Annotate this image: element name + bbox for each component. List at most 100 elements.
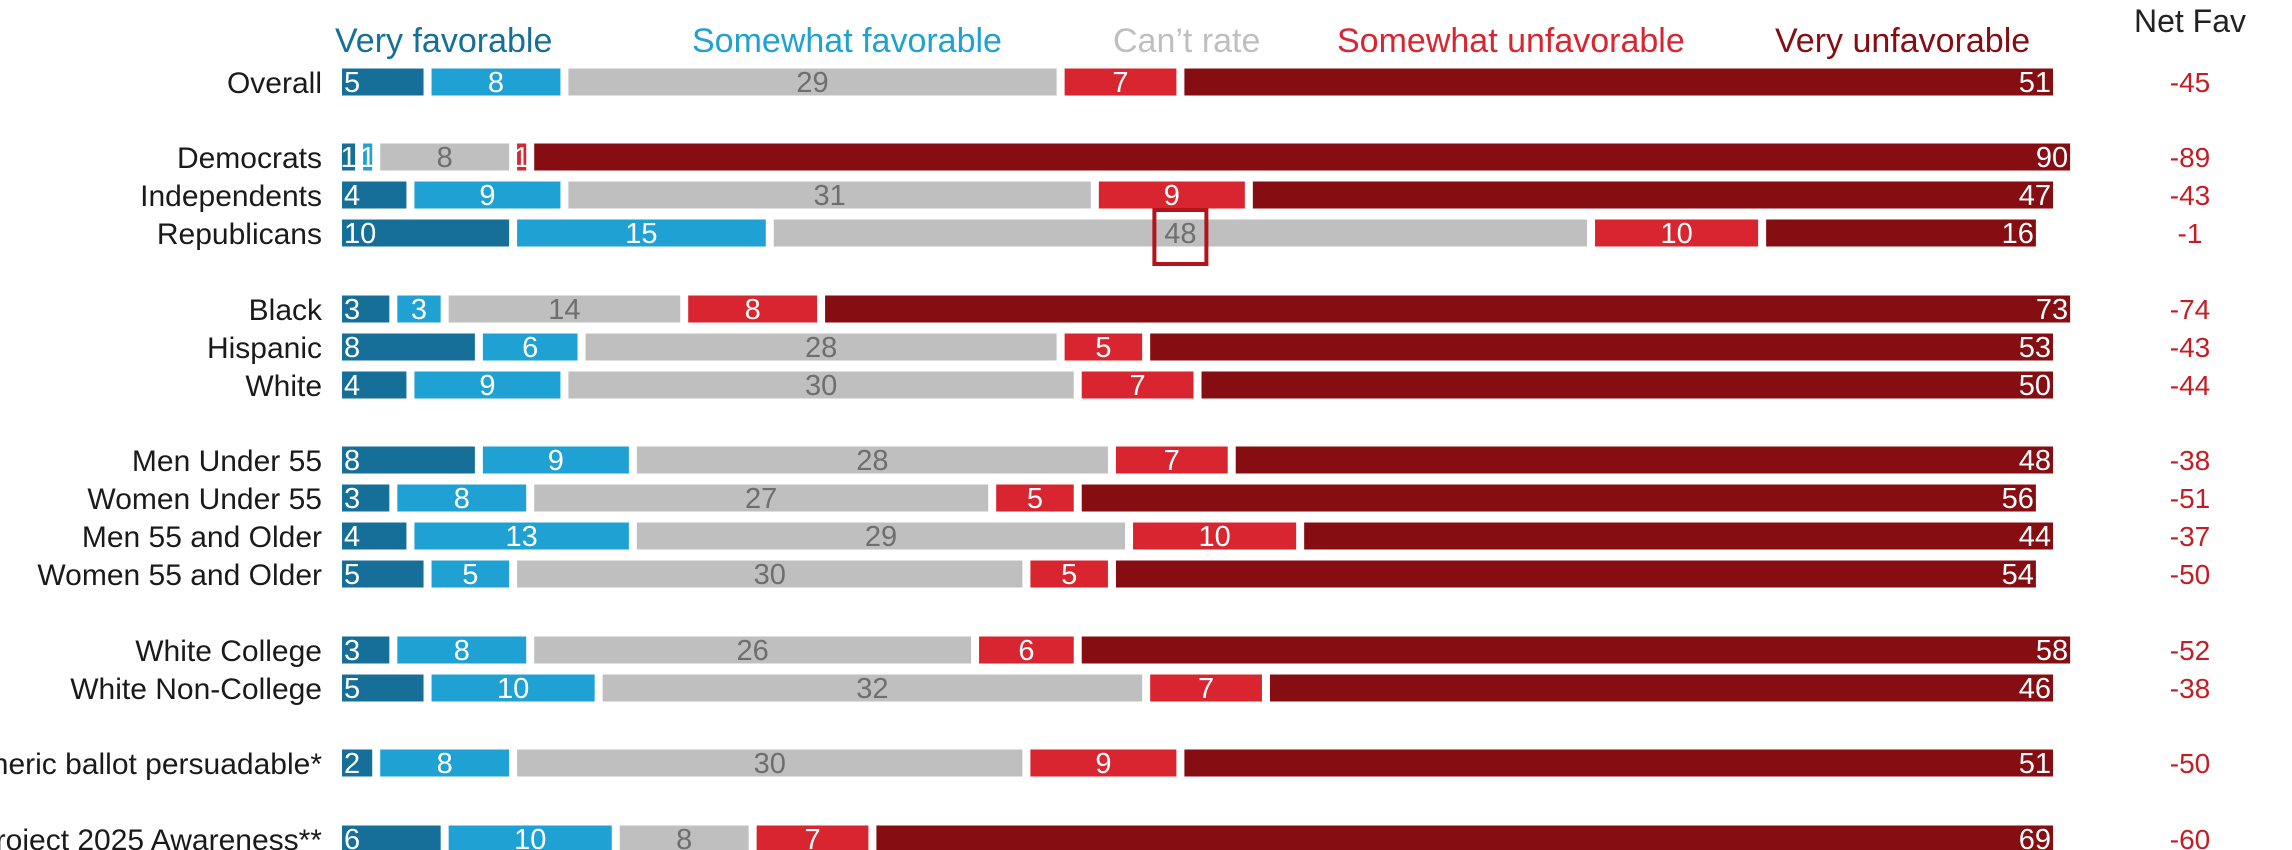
bar-men-under-55-very-favorable [342, 446, 475, 474]
bar-white-non-college-somewhat-favorable [431, 674, 595, 702]
bar-independents-somewhat-favorable [414, 181, 561, 209]
bar-democrats-very-favorable [342, 143, 356, 171]
bar-no-project-2025-awareness-very-favorable [342, 825, 441, 850]
bar-men-55-and-older-very-unfavorable [1304, 522, 2053, 550]
net-fav-no-project-2025-awareness: -60 [2170, 824, 2210, 850]
net-fav-overall: -45 [2170, 67, 2210, 98]
value-label-no-project-2025-awareness-very-favorable: 6 [344, 824, 360, 850]
value-label-black-very-unfavorable: 73 [2036, 294, 2068, 326]
legend-very-unfavorable: Very unfavorable [1775, 22, 2030, 60]
net-fav-column: Net Fav -45 -89 -43 -1 -74 -43 -44 -38 -51 -37 -50 -… [2134, 3, 2246, 850]
value-label-women-under-55-very-unfavorable: 56 [2002, 483, 2034, 515]
bar-white-can-t-rate [568, 371, 1074, 399]
bar-women-under-55-very-unfavorable [1081, 484, 2036, 512]
bar-white-college-somewhat-unfavorable [979, 636, 1074, 664]
row-label-white-non-college: White Non-College [70, 673, 322, 706]
value-label-hispanic-very-favorable: 8 [344, 332, 360, 364]
value-label-women-55-and-older-somewhat-favorable: 5 [462, 559, 478, 591]
value-label-men-55-and-older-somewhat-unfavorable: 10 [1198, 521, 1230, 553]
net-fav-men-55-and-older: -37 [2170, 521, 2210, 552]
bar-white-college-very-unfavorable [1081, 636, 2071, 664]
legend: Very favorable Somewhat favorable Can’t ra… [335, 22, 2030, 60]
bar-black-very-favorable [342, 295, 390, 323]
row-label-women-under-55: Women Under 55 [87, 483, 322, 516]
value-label-men-55-and-older-somewhat-favorable: 13 [506, 521, 538, 553]
value-label-white-college-very-favorable: 3 [344, 635, 360, 667]
bar-women-55-and-older-very-favorable [342, 560, 424, 588]
bar-independents-somewhat-unfavorable [1098, 181, 1245, 209]
net-fav-democrats: -89 [2170, 142, 2210, 173]
value-label-republicans-somewhat-unfavorable: 10 [1660, 218, 1692, 250]
value-label-black-very-favorable: 3 [344, 294, 360, 326]
net-fav-republicans: -1 [2178, 218, 2203, 249]
row-label-black: Black [249, 294, 323, 327]
net-fav-black: -74 [2170, 294, 2210, 325]
value-label-no-project-2025-awareness-somewhat-unfavorable: 7 [804, 824, 820, 850]
bar-women-55-and-older-somewhat-favorable [431, 560, 510, 588]
value-label-women-55-and-older-very-unfavorable: 54 [2002, 559, 2034, 591]
value-label-women-55-and-older-somewhat-unfavorable: 5 [1061, 559, 1077, 591]
value-label-overall-can-t-rate: 29 [796, 67, 828, 99]
bar-no-project-2025-awareness-somewhat-favorable [448, 825, 612, 850]
bar-men-under-55-somewhat-unfavorable [1115, 446, 1228, 474]
value-label-women-under-55-very-favorable: 3 [344, 483, 360, 515]
bar-independents-can-t-rate [568, 181, 1091, 209]
bar-no-project-2025-awareness-somewhat-unfavorable [756, 825, 869, 850]
value-label-independents-very-favorable: 4 [344, 180, 360, 212]
bar-independents-very-favorable [342, 181, 407, 209]
value-label-overall-very-unfavorable: 51 [2019, 67, 2051, 99]
bar-white-non-college-very-unfavorable [1269, 674, 2053, 702]
bar-white-non-college-somewhat-unfavorable [1150, 674, 1262, 702]
value-label-white-non-college-somewhat-favorable: 10 [497, 673, 529, 705]
net-fav-header: Net Fav [2134, 3, 2246, 39]
net-fav-white-non-college: -38 [2170, 673, 2210, 704]
row-label-men-55-and-older: Men 55 and Older [82, 521, 322, 554]
value-label-generic-ballot-persuadable-very-favorable: 2 [344, 748, 360, 780]
bar-men-under-55-somewhat-favorable [482, 446, 629, 474]
value-label-men-55-and-older-very-favorable: 4 [344, 521, 360, 553]
bar-no-project-2025-awareness-can-t-rate [619, 825, 749, 850]
value-label-men-under-55-very-favorable: 8 [344, 445, 360, 477]
bar-white-non-college-can-t-rate [602, 674, 1143, 702]
value-label-white-college-very-unfavorable: 58 [2036, 635, 2068, 667]
bar-black-can-t-rate [448, 295, 681, 323]
value-label-black-somewhat-favorable: 3 [411, 294, 427, 326]
bar-men-55-and-older-somewhat-unfavorable [1133, 522, 1297, 550]
bar-generic-ballot-persuadable-very-unfavorable [1184, 749, 2053, 777]
value-label-women-under-55-somewhat-unfavorable: 5 [1027, 483, 1043, 515]
value-label-white-college-can-t-rate: 26 [737, 635, 769, 667]
value-label-no-project-2025-awareness-somewhat-favorable: 10 [514, 824, 546, 850]
row-label-hispanic: Hispanic [207, 332, 322, 365]
net-fav-women-under-55: -51 [2170, 483, 2210, 514]
bar-women-under-55-somewhat-favorable [397, 484, 527, 512]
bar-generic-ballot-persuadable-somewhat-unfavorable [1030, 749, 1177, 777]
value-label-independents-very-unfavorable: 47 [2019, 180, 2051, 212]
bar-white-non-college-very-favorable [342, 674, 424, 702]
bar-republicans-somewhat-unfavorable [1595, 219, 1759, 247]
value-label-white-somewhat-favorable: 9 [479, 370, 495, 402]
bar-republicans-very-unfavorable [1766, 219, 2036, 247]
bar-men-under-55-can-t-rate [636, 446, 1108, 474]
bar-white-somewhat-favorable [414, 371, 561, 399]
value-label-hispanic-somewhat-unfavorable: 5 [1095, 332, 1111, 364]
bar-women-under-55-somewhat-unfavorable [996, 484, 1074, 512]
bar-white-very-unfavorable [1201, 371, 2053, 399]
row-label-white: White [245, 370, 322, 403]
value-label-white-very-favorable: 4 [344, 370, 360, 402]
value-label-white-non-college-very-unfavorable: 46 [2019, 673, 2051, 705]
value-label-women-under-55-somewhat-favorable: 8 [454, 483, 470, 515]
bar-women-under-55-can-t-rate [534, 484, 989, 512]
bar-women-55-and-older-can-t-rate [517, 560, 1023, 588]
value-label-white-very-unfavorable: 50 [2019, 370, 2051, 402]
bar-women-55-and-older-very-unfavorable [1115, 560, 2036, 588]
value-label-no-project-2025-awareness-very-unfavorable: 69 [2019, 824, 2051, 850]
net-fav-women-55-and-older: -50 [2170, 559, 2210, 590]
bar-men-55-and-older-can-t-rate [636, 522, 1126, 550]
value-label-no-project-2025-awareness-can-t-rate: 8 [676, 824, 692, 850]
value-label-independents-can-t-rate: 31 [814, 180, 846, 212]
value-label-democrats-somewhat-favorable: 1 [360, 142, 376, 174]
value-label-men-under-55-very-unfavorable: 48 [2019, 445, 2051, 477]
bar-hispanic-can-t-rate [585, 333, 1057, 361]
